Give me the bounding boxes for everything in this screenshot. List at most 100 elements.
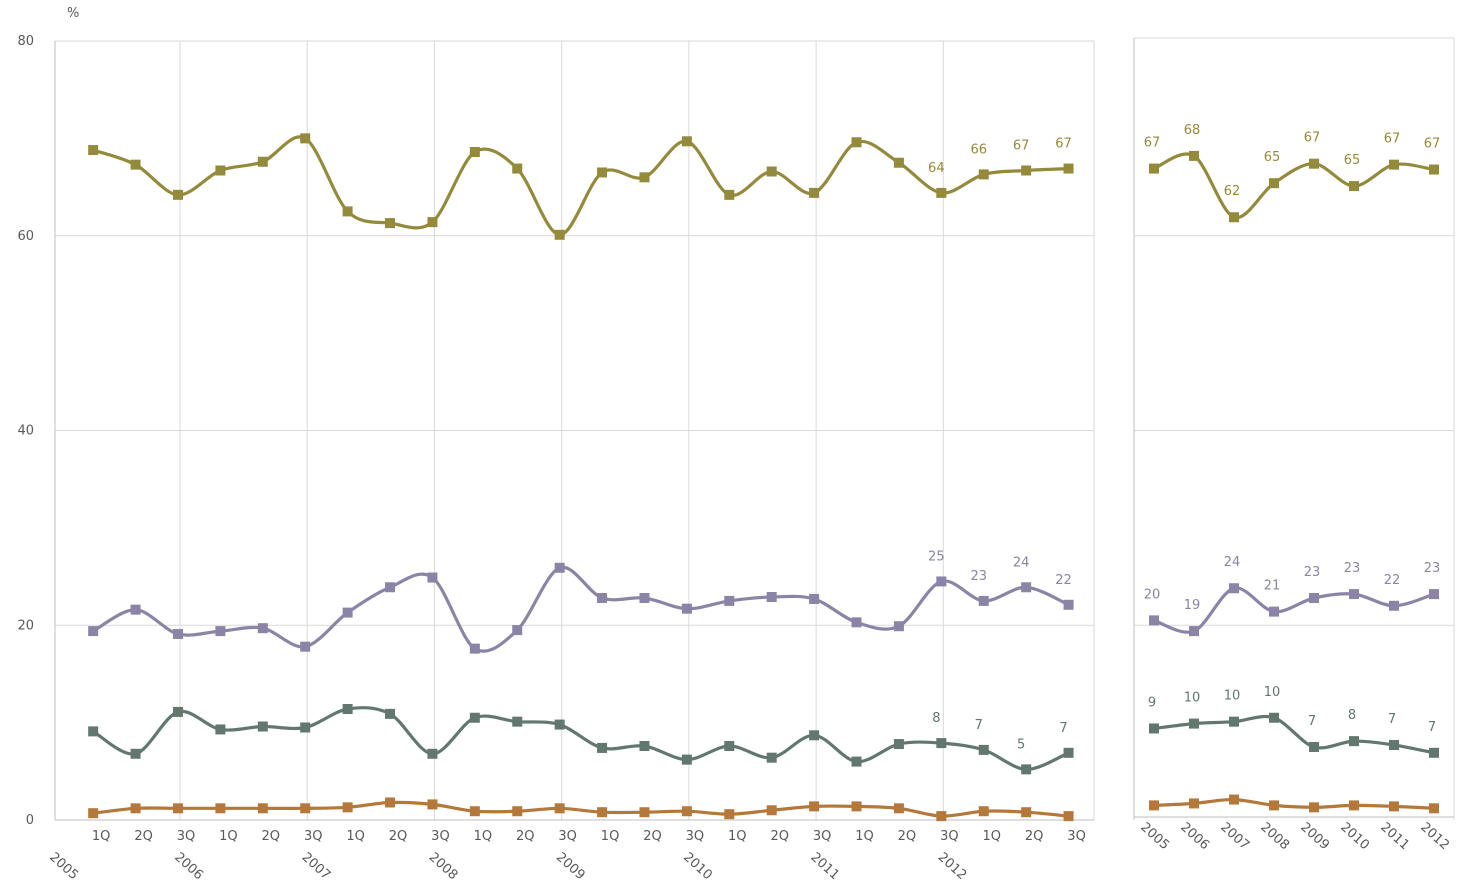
data-point [851,137,862,148]
data-point [469,643,480,654]
data-point [1189,626,1199,637]
data-point [1309,741,1319,752]
data-point [1269,712,1279,723]
data-point [597,592,608,603]
data-label: 23 [1424,561,1441,576]
data-point [893,621,904,632]
data-point [809,801,820,812]
data-point [1189,718,1199,729]
data-point [554,229,565,240]
data-point [681,754,692,765]
data-point [639,807,650,818]
data-point [512,806,523,817]
x-quarter-label: 2Q [770,829,789,844]
data-point [724,189,735,200]
data-point [809,730,820,741]
x-quarter-label: 2Q [389,829,408,844]
data-label: 67 [1013,139,1030,154]
y-tick-label: 20 [17,618,34,633]
data-point [639,592,650,603]
x-quarter-label: 3Q [431,829,450,844]
x-year-label: 2005 [1137,820,1172,853]
x-quarter-label: 2Q [516,829,535,844]
data-label: 65 [1264,150,1281,165]
x-quarter-label: 2Q [1025,829,1044,844]
data-label: 10 [1264,685,1281,700]
data-point [851,617,862,628]
x-year-label: 2012 [1417,820,1452,853]
x-quarter-label: 3Q [940,829,959,844]
data-point [469,147,480,158]
data-label: 64 [928,161,945,176]
data-point [1269,800,1279,811]
data-point [342,206,353,217]
data-point [130,159,141,170]
data-point [215,626,226,637]
data-point [215,724,226,735]
data-point [639,172,650,183]
data-point [342,703,353,714]
data-point [88,726,99,737]
data-label: 21 [1264,579,1281,594]
data-point [893,157,904,168]
y-tick-label: 40 [17,424,34,439]
data-label: 24 [1224,555,1241,570]
data-point [300,803,311,814]
data-point [1309,158,1319,169]
data-label: 68 [1184,123,1201,138]
data-point [215,165,226,176]
data-point [257,721,268,732]
data-point [1063,163,1074,174]
data-label: 67 [1384,132,1401,147]
quarterly-panel: 0 20 40 60 80% 1Q 2Q 3Q 1Q 2Q 3Q 1Q 2Q 3Q 1Q 2Q 3Q 1Q 2Q 3Q… [17,6,1095,883]
x-year-label: 2011 [807,850,842,883]
x-quarter-label: 1Q [346,829,365,844]
data-point [554,803,565,814]
data-point [512,625,523,636]
data-point [1021,165,1032,176]
data-point [1063,747,1074,758]
y-unit-label: % [67,6,79,21]
y-tick-label: 60 [17,229,34,244]
data-label: 67 [1144,136,1161,151]
data-point [936,187,947,198]
data-point [978,169,989,180]
data-point [597,742,608,753]
data-point [1021,807,1032,818]
data-point [766,752,777,763]
x-quarter-label: 1Q [982,829,1001,844]
data-label: 23 [970,569,987,584]
x-quarter-label: 1Q [728,829,747,844]
data-point [893,803,904,814]
data-point [809,593,820,604]
x-year-label: 2008 [426,850,461,883]
data-point [1429,747,1439,758]
data-point [88,145,99,156]
data-point [512,163,523,174]
data-point [215,803,226,814]
x-year-label: 2010 [1337,820,1372,853]
data-point [1021,764,1032,775]
y-tick-label: 80 [17,34,34,49]
data-point [1269,178,1279,189]
data-label: 62 [1224,184,1241,199]
x-quarter-label: 2Q [262,829,281,844]
data-point [597,167,608,178]
data-point [724,740,735,751]
series-line [92,706,1070,772]
data-point [554,719,565,730]
x-year-label: 2005 [46,850,81,883]
data-point [300,641,311,652]
data-label: 66 [970,142,987,157]
data-point [766,805,777,816]
data-point [1389,740,1399,751]
data-point [978,806,989,817]
data-point [1229,794,1239,805]
data-point [724,595,735,606]
data-label: 10 [1184,691,1201,706]
data-point [257,156,268,167]
data-point [1429,164,1439,175]
data-point [1389,801,1399,812]
data-point [385,797,396,808]
data-label: 7 [1308,714,1316,729]
